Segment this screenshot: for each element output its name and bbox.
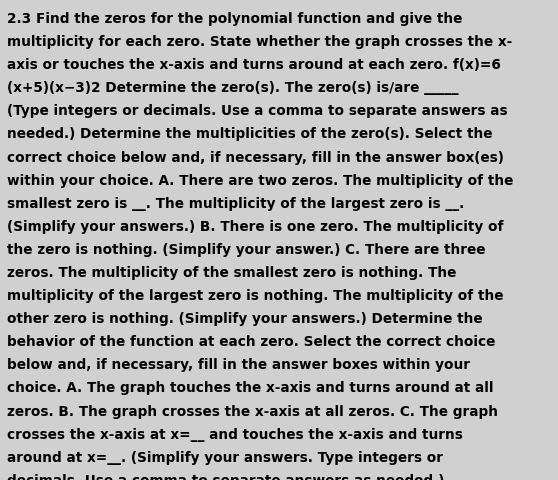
- Text: within your choice. A. There are two zeros. The multiplicity of the: within your choice. A. There are two zer…: [7, 173, 513, 187]
- Text: zeros. The multiplicity of the smallest zero is nothing. The: zeros. The multiplicity of the smallest …: [7, 265, 456, 279]
- Text: needed.) Determine the multiplicities of the zero(s). Select the: needed.) Determine the multiplicities of…: [7, 127, 493, 141]
- Text: other zero is nothing. (Simplify your answers.) Determine the: other zero is nothing. (Simplify your an…: [7, 312, 483, 325]
- Text: multiplicity of the largest zero is nothing. The multiplicity of the: multiplicity of the largest zero is noth…: [7, 288, 504, 302]
- Text: behavior of the function at each zero. Select the correct choice: behavior of the function at each zero. S…: [7, 335, 496, 348]
- Text: the zero is nothing. (Simplify your answer.) C. There are three: the zero is nothing. (Simplify your answ…: [7, 242, 486, 256]
- Text: (x+5)(x−3)2 Determine the zero(s). The zero(s) is/are _____: (x+5)(x−3)2 Determine the zero(s). The z…: [7, 81, 459, 95]
- Text: correct choice below and, if necessary, fill in the answer box(es): correct choice below and, if necessary, …: [7, 150, 504, 164]
- Text: below and, if necessary, fill in the answer boxes within your: below and, if necessary, fill in the ans…: [7, 358, 470, 372]
- Text: crosses the x-axis at x=__ and touches the x-axis and turns: crosses the x-axis at x=__ and touches t…: [7, 427, 463, 441]
- Text: decimals. Use a comma to separate answers as needed.): decimals. Use a comma to separate answer…: [7, 473, 445, 480]
- Text: multiplicity for each zero. State whether the graph crosses the x-: multiplicity for each zero. State whethe…: [7, 35, 512, 49]
- Text: smallest zero is __. The multiplicity of the largest zero is __.: smallest zero is __. The multiplicity of…: [7, 196, 464, 210]
- Text: around at x=__. (Simplify your answers. Type integers or: around at x=__. (Simplify your answers. …: [7, 450, 443, 464]
- Text: zeros. B. The graph crosses the x-axis at all zeros. C. The graph: zeros. B. The graph crosses the x-axis a…: [7, 404, 498, 418]
- Text: 2.3 Find the zeros for the polynomial function and give the: 2.3 Find the zeros for the polynomial fu…: [7, 12, 463, 26]
- Text: (Type integers or decimals. Use a comma to separate answers as: (Type integers or decimals. Use a comma …: [7, 104, 508, 118]
- Text: axis or touches the x-axis and turns around at each zero. f(x)=6: axis or touches the x-axis and turns aro…: [7, 58, 501, 72]
- Text: choice. A. The graph touches the x-axis and turns around at all: choice. A. The graph touches the x-axis …: [7, 381, 494, 395]
- Text: (Simplify your answers.) B. There is one zero. The multiplicity of: (Simplify your answers.) B. There is one…: [7, 219, 504, 233]
